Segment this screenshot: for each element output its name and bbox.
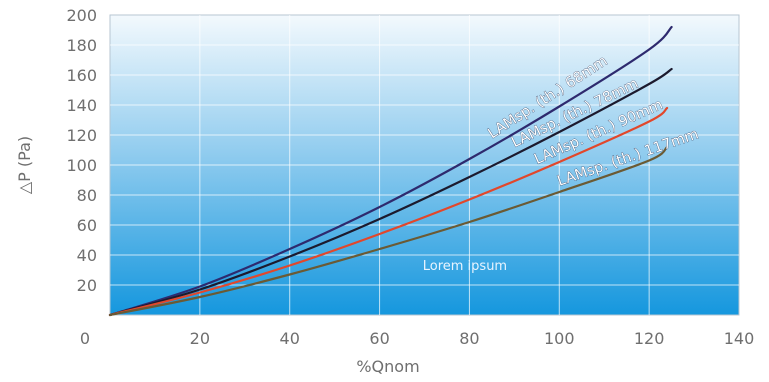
y-axis-title: △P (Pa): [15, 136, 34, 194]
series-line: [108, 145, 669, 317]
x-tick-label: 20: [190, 329, 210, 348]
y-tick-label: 60: [77, 216, 97, 235]
series-line: [108, 106, 669, 317]
chart-annotation: Lorem ipsum: [423, 259, 507, 274]
y-tick-label: 80: [77, 186, 97, 205]
x-tick-label: 0: [80, 329, 90, 348]
x-tick-label: 60: [369, 329, 389, 348]
y-tick-label: 40: [77, 246, 97, 265]
y-axis-ticks: 20 40 60 80 100 120 140 160 180 200: [66, 6, 97, 295]
x-axis-title: %Qnom: [356, 357, 419, 376]
x-axis-ticks: 0 20 40 60 80 100 120 140: [80, 329, 754, 348]
x-tick-label: 100: [544, 329, 575, 348]
x-tick-label: 40: [280, 329, 300, 348]
series-lines: [108, 25, 673, 317]
series-line: [108, 67, 673, 317]
y-tick-label: 140: [66, 96, 97, 115]
series-line: [108, 25, 673, 317]
y-tick-label: 160: [66, 66, 97, 85]
y-tick-label: 120: [66, 126, 97, 145]
y-tick-label: 180: [66, 36, 97, 55]
y-tick-label: 20: [77, 276, 97, 295]
grid-lines: [110, 15, 739, 315]
x-tick-label: 140: [724, 329, 755, 348]
x-tick-label: 80: [459, 329, 479, 348]
y-tick-label: 100: [66, 156, 97, 175]
y-tick-label: 200: [66, 6, 97, 25]
x-tick-label: 120: [634, 329, 665, 348]
